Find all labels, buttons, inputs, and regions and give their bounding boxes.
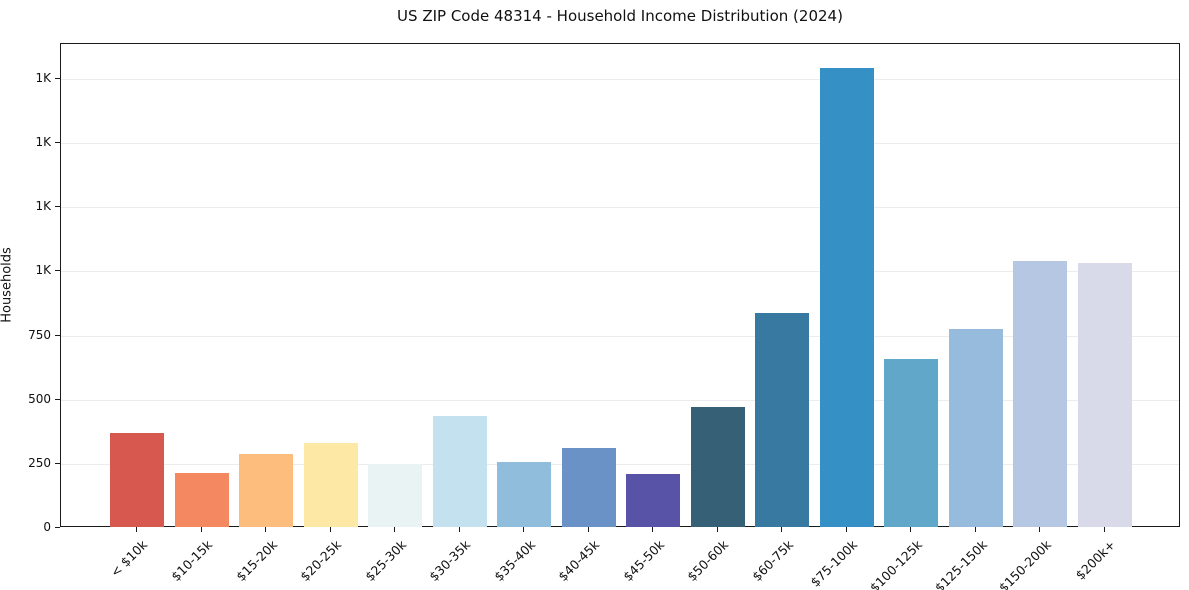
x-tick-label: < $10k — [107, 537, 151, 580]
x-tick-mark — [136, 527, 137, 532]
gridline — [61, 336, 1179, 337]
x-tick-mark — [717, 527, 718, 532]
bar-50-60k — [691, 407, 745, 527]
gridline — [61, 79, 1179, 80]
x-tick-label: $75-100k — [807, 537, 861, 590]
x-tick-mark — [459, 527, 460, 532]
x-tick-mark — [201, 527, 202, 532]
y-tick-mark — [55, 206, 60, 207]
bar-25-30k — [368, 464, 422, 527]
bar-75-100k — [820, 68, 874, 527]
x-tick-label: $50-60k — [684, 537, 732, 585]
bar-60-75k — [755, 313, 809, 527]
bar-45-50k — [626, 474, 680, 527]
x-tick-mark — [1039, 527, 1040, 532]
bar-10-15k — [175, 473, 229, 527]
bar-150-200k — [1013, 261, 1067, 527]
x-tick-label: $125-150k — [931, 537, 990, 590]
y-tick-label: 500 — [28, 392, 51, 406]
gridline — [61, 143, 1179, 144]
y-tick-mark — [55, 270, 60, 271]
x-tick-mark — [975, 527, 976, 532]
x-tick-mark — [846, 527, 847, 532]
bar-200k — [1078, 263, 1132, 527]
x-tick-label: $40-45k — [555, 537, 603, 585]
bar-125-150k — [949, 329, 1003, 527]
y-tick-label: 1K — [35, 263, 51, 277]
y-tick-label: 250 — [28, 456, 51, 470]
x-tick-mark — [394, 527, 395, 532]
bar-100-125k — [884, 359, 938, 527]
x-tick-label: $30-35k — [426, 537, 474, 585]
x-tick-label: $100-125k — [866, 537, 926, 590]
x-tick-mark — [1104, 527, 1105, 532]
plot-area — [60, 43, 1180, 527]
y-tick-mark — [55, 463, 60, 464]
y-tick-mark — [55, 142, 60, 143]
x-tick-mark — [330, 527, 331, 532]
y-tick-label: 1K — [35, 199, 51, 213]
chart-title: US ZIP Code 48314 - Household Income Dis… — [397, 7, 843, 25]
y-tick-label: 1K — [35, 135, 51, 149]
y-tick-mark — [55, 527, 60, 528]
x-tick-label: $60-75k — [748, 537, 796, 585]
x-tick-mark — [910, 527, 911, 532]
x-tick-mark — [523, 527, 524, 532]
y-tick-mark — [55, 78, 60, 79]
bar-10k — [110, 433, 164, 527]
bar-30-35k — [433, 416, 487, 527]
y-tick-label: 1K — [35, 71, 51, 85]
y-axis-label: Households — [0, 247, 15, 323]
x-tick-label: $25-30k — [361, 537, 409, 585]
y-tick-mark — [55, 335, 60, 336]
x-tick-label: $150-200k — [995, 537, 1055, 590]
x-tick-label: $45-50k — [619, 537, 667, 585]
x-tick-label: $200k+ — [1072, 537, 1119, 583]
bar-35-40k — [497, 462, 551, 527]
x-tick-mark — [265, 527, 266, 532]
gridline — [61, 400, 1179, 401]
y-tick-label: 0 — [43, 520, 51, 534]
gridline — [61, 207, 1179, 208]
bar-20-25k — [304, 443, 358, 527]
x-tick-label: $15-20k — [232, 537, 280, 585]
x-tick-mark — [652, 527, 653, 532]
y-tick-label: 750 — [28, 328, 51, 342]
x-tick-label: $20-25k — [297, 537, 345, 585]
x-tick-mark — [588, 527, 589, 532]
gridline — [61, 464, 1179, 465]
x-tick-label: $10-15k — [168, 537, 216, 585]
gridline — [61, 271, 1179, 272]
x-tick-mark — [781, 527, 782, 532]
bar-40-45k — [562, 448, 616, 527]
y-tick-mark — [55, 399, 60, 400]
x-tick-label: $35-40k — [490, 537, 538, 585]
bar-15-20k — [239, 454, 293, 527]
